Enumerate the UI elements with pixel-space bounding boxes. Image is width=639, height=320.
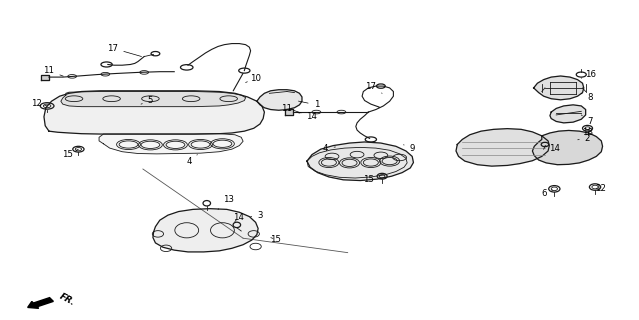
Polygon shape [456,129,550,166]
Polygon shape [307,142,413,180]
Text: 2: 2 [578,134,590,143]
Text: 15: 15 [270,235,281,244]
FancyArrow shape [27,298,54,308]
Text: 17: 17 [366,82,382,93]
Text: 6: 6 [541,189,553,198]
Text: 18: 18 [582,128,593,138]
Text: 12: 12 [31,99,47,108]
Text: 3: 3 [250,212,263,220]
Text: 7: 7 [581,115,593,126]
Text: 15: 15 [62,149,79,159]
Text: 9: 9 [403,144,415,153]
Polygon shape [41,75,49,80]
Text: 16: 16 [581,70,596,79]
Polygon shape [44,91,265,134]
Polygon shape [257,90,302,110]
Text: 1: 1 [298,100,319,109]
Text: 14: 14 [545,144,560,153]
Text: 15: 15 [363,175,380,184]
Polygon shape [550,105,586,123]
Polygon shape [285,109,293,115]
Text: 12: 12 [594,184,606,193]
Text: FR.: FR. [58,292,77,308]
Text: 4: 4 [323,144,335,153]
Polygon shape [61,92,245,107]
Text: 4: 4 [187,155,197,166]
Text: 14: 14 [233,213,243,222]
Text: 11: 11 [43,67,63,76]
Text: 10: 10 [245,74,261,83]
Polygon shape [99,134,243,154]
Polygon shape [534,76,584,100]
Text: 13: 13 [218,195,235,209]
Text: 5: 5 [141,96,153,105]
Polygon shape [532,131,603,165]
Text: 11: 11 [281,104,300,113]
Polygon shape [307,148,407,178]
Text: 17: 17 [107,44,141,57]
Text: 8: 8 [581,93,593,102]
Polygon shape [153,209,258,252]
Text: 14: 14 [294,110,318,121]
